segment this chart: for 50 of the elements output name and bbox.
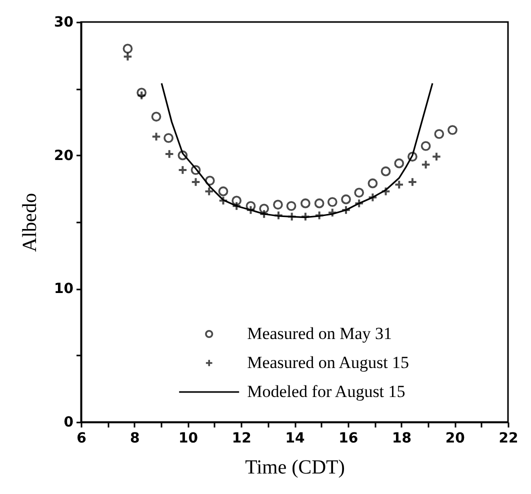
y-tick-label: 30 [54,14,74,30]
x-tick-label: 20 [445,430,466,446]
point [232,196,242,206]
point [368,178,378,188]
legend-label: Measured on August 15 [247,353,410,372]
point [327,197,338,207]
point [434,129,444,139]
point [380,166,391,176]
point [204,186,214,196]
point [420,141,431,151]
y-tick-label: 0 [64,414,74,430]
point [136,88,147,98]
x-tick-label: 10 [178,430,198,446]
point [178,150,188,160]
point [218,186,228,196]
x-tick-label: 12 [232,430,252,446]
x-tick-label: 16 [338,430,358,446]
point [300,198,310,208]
x-tick-label: 18 [392,430,412,446]
point [341,194,351,204]
point [432,152,442,162]
x-tick-label: 8 [130,430,140,446]
point [246,201,256,211]
point [408,152,418,162]
point [314,198,324,208]
point [151,112,162,122]
point [122,52,133,62]
x-tick-label: 22 [498,430,518,446]
point [164,133,174,143]
point [190,165,201,175]
point [122,44,133,54]
y-tick-label: 10 [54,281,74,298]
point [273,200,283,210]
point [286,201,296,211]
x-tick-label: 6 [76,430,86,446]
point [420,160,431,170]
point [394,180,404,190]
point [204,176,215,186]
x-axis-title: Time (CDT) [245,456,345,478]
x-tick-label: 14 [285,430,305,446]
point [136,90,146,100]
point [394,158,404,168]
y-tick-label: 20 [54,148,74,164]
point [448,125,458,135]
y-axis-title: Albedo [19,193,42,252]
point [259,204,270,214]
point [151,132,162,142]
legend-label: Measured on May 31 [247,324,392,343]
legend-label: Modeled for August 15 [247,382,406,401]
point [354,188,364,198]
